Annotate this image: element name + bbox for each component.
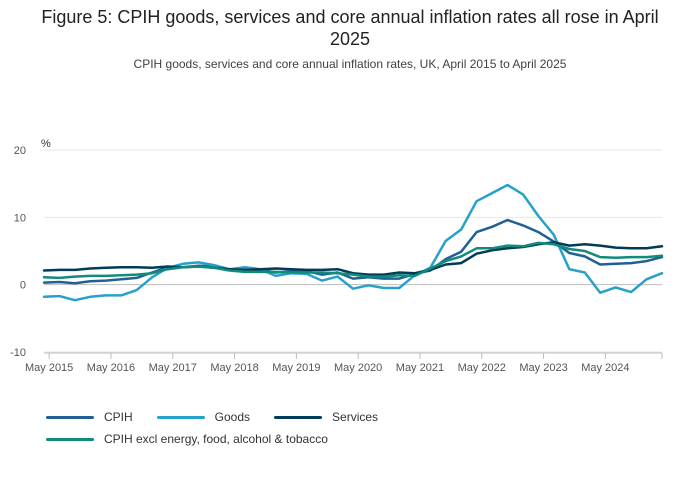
- y-axis-unit-label: %: [41, 138, 51, 150]
- y-tick-label: 10: [14, 212, 26, 224]
- legend-label-core: CPIH excl energy, food, alcohol & tobacc…: [104, 432, 328, 446]
- x-tick-label: May 2024: [581, 362, 629, 374]
- x-axis: May 2015 May 2016 May 2017 May 2018 May 2019…: [25, 352, 663, 374]
- legend-label-goods: Goods: [214, 410, 251, 424]
- y-tick-label: -10: [10, 347, 26, 359]
- series-line-goods: [42, 183, 664, 302]
- chart-subtitle: CPIH goods, services and core annual inf…: [133, 57, 567, 71]
- legend-item-services[interactable]: Services: [274, 410, 378, 424]
- y-axis: 20 10 0 -10: [10, 145, 26, 359]
- legend-swatch-cpih: [46, 415, 94, 419]
- legend-item-goods[interactable]: Goods: [156, 410, 251, 424]
- x-tick-label: May 2017: [149, 362, 197, 374]
- legend-label-cpih: CPIH: [104, 410, 133, 424]
- x-tick-label: May 2019: [272, 362, 320, 374]
- x-tick-label: May 2020: [334, 362, 382, 374]
- x-tick-label: May 2022: [458, 362, 506, 374]
- legend-swatch-services: [274, 415, 323, 419]
- legend: CPIH Goods Services CPIH excl energy, fo…: [46, 406, 666, 450]
- legend-item-core[interactable]: CPIH excl energy, food, alcohol & tobacc…: [46, 432, 328, 446]
- legend-label-services: Services: [332, 410, 379, 424]
- legend-item-cpih[interactable]: CPIH: [46, 410, 133, 424]
- grid-lines: [44, 149, 662, 353]
- series-line-services: [42, 240, 664, 276]
- chart-title: Figure 5: CPIH goods, services and core …: [41, 7, 659, 49]
- legend-swatch-core: [46, 437, 94, 441]
- x-tick-label: May 2015: [25, 362, 73, 374]
- x-tick-label: May 2023: [519, 362, 567, 374]
- series-line-cpih-excl-energy-food-alcohol-tobacco: [42, 241, 664, 280]
- legend-swatch-goods: [156, 415, 205, 419]
- x-tick-label: May 2021: [396, 362, 444, 374]
- x-tick-label: May 2016: [87, 362, 135, 374]
- y-tick-label: 20: [14, 145, 26, 157]
- y-tick-label: 0: [20, 280, 26, 292]
- x-tick-label: May 2018: [210, 362, 258, 374]
- series-lines: [42, 183, 664, 302]
